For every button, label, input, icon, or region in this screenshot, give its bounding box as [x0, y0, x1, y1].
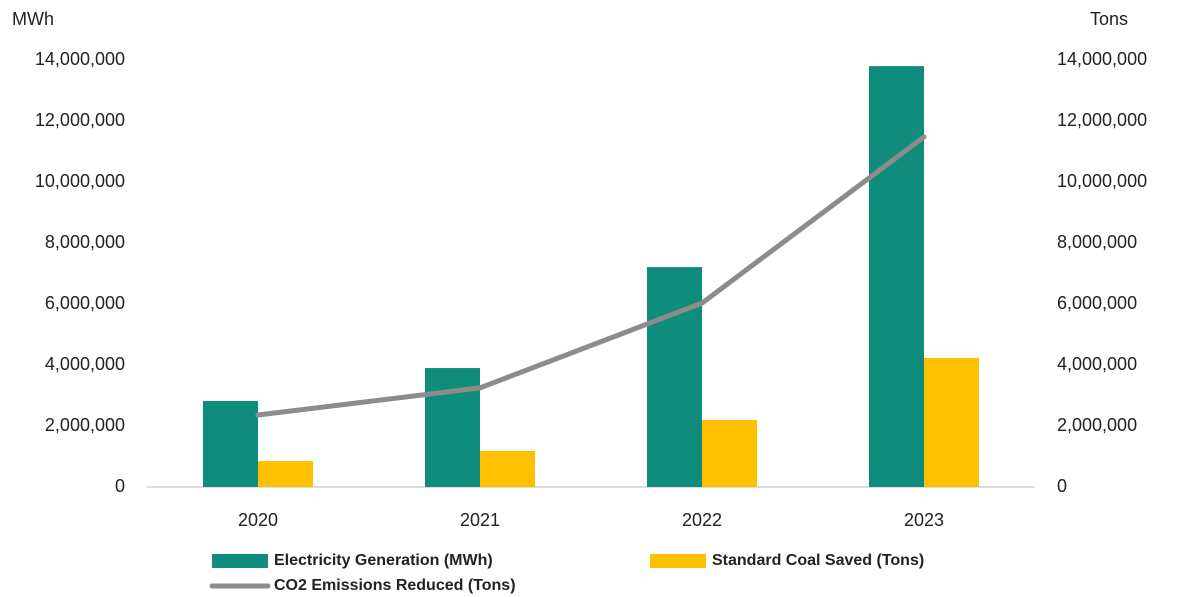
- bar: [258, 461, 313, 487]
- bar: [647, 267, 702, 487]
- y2-tick-label: 10,000,000: [1057, 171, 1147, 191]
- x-tick-label: 2021: [460, 510, 500, 530]
- bar: [869, 66, 924, 487]
- y2-tick-label: 8,000,000: [1057, 232, 1137, 252]
- y-tick-label: 12,000,000: [35, 110, 125, 130]
- bar: [425, 368, 480, 487]
- legend-label: Electricity Generation (MWh): [274, 552, 493, 569]
- y2-tick-label: 0: [1057, 476, 1067, 496]
- line: [255, 134, 927, 418]
- y-tick-label: 14,000,000: [35, 49, 125, 69]
- legend-label: CO2 Emissions Reduced (Tons): [274, 577, 516, 594]
- y2-tick-label: 6,000,000: [1057, 293, 1137, 313]
- x-tick-label: 2020: [238, 510, 278, 530]
- legend-label: Standard Coal Saved (Tons): [712, 552, 924, 569]
- legend-swatch: [650, 554, 706, 568]
- y-tick-label: 0: [115, 476, 125, 496]
- y2-tick-label: 4,000,000: [1057, 354, 1137, 374]
- legend-swatch: [212, 554, 268, 568]
- y2-tick-label: 2,000,000: [1057, 415, 1137, 435]
- bar: [702, 419, 757, 487]
- y2-tick-label: 12,000,000: [1057, 110, 1147, 130]
- x-tick-label: 2023: [904, 510, 944, 530]
- bar: [480, 451, 535, 487]
- bar: [203, 400, 258, 487]
- y-tick-label: 6,000,000: [45, 293, 125, 313]
- y2-tick-label: 14,000,000: [1057, 49, 1147, 69]
- y-tick-label: 4,000,000: [45, 354, 125, 374]
- y2-axis-label: Tons: [1090, 9, 1128, 29]
- y-tick-label: 10,000,000: [35, 171, 125, 191]
- y-tick-label: 2,000,000: [45, 415, 125, 435]
- y-axis-label: MWh: [12, 9, 54, 29]
- bar: [924, 357, 979, 487]
- x-tick-label: 2022: [682, 510, 722, 530]
- y-tick-label: 8,000,000: [45, 232, 125, 252]
